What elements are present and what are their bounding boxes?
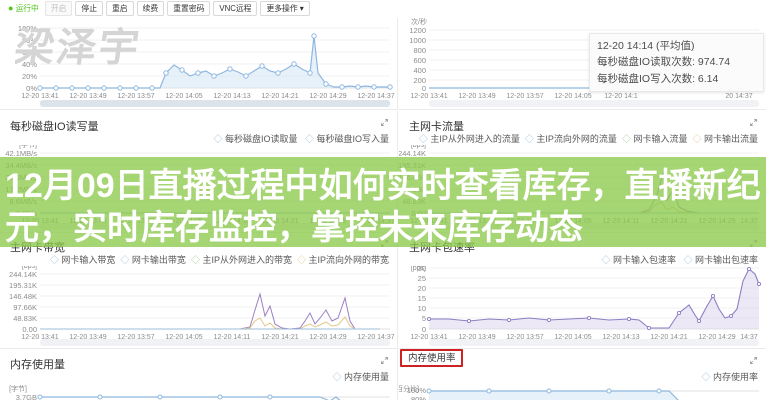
svg-text:12-20 14:21: 12-20 14:21 (261, 93, 298, 100)
svg-text:195.31K: 195.31K (9, 281, 37, 290)
svg-text:次/秒: 次/秒 (411, 18, 427, 26)
svg-text:1200: 1200 (409, 26, 426, 35)
svg-text:0%: 0% (26, 84, 37, 93)
svg-text:12-20 14:1: 12-20 14:1 (604, 93, 638, 100)
svg-text:1000: 1000 (409, 36, 426, 45)
svg-text:25: 25 (418, 274, 426, 283)
svg-text:3.7GB: 3.7GB (16, 393, 37, 400)
svg-text:12-20 14:05: 12-20 14:05 (554, 93, 591, 100)
svg-text:10: 10 (418, 304, 426, 313)
svg-text:80%: 80% (411, 395, 426, 400)
svg-text:15: 15 (418, 294, 426, 303)
svg-text:800: 800 (413, 46, 426, 55)
svg-text:12-20 13:41: 12-20 13:41 (410, 93, 447, 100)
svg-text:48.83K: 48.83K (13, 314, 37, 323)
svg-text:30: 30 (418, 266, 426, 273)
svg-text:600: 600 (413, 56, 426, 65)
svg-text:12-20 14:13: 12-20 14:13 (213, 93, 250, 100)
svg-text:12-20 13:57: 12-20 13:57 (506, 93, 543, 100)
svg-text:0.00: 0.00 (22, 325, 37, 334)
svg-text:12-20 14:37: 12-20 14:37 (357, 93, 394, 100)
svg-text:20 14:37: 20 14:37 (725, 93, 752, 100)
svg-text:0: 0 (422, 84, 426, 93)
svg-text:12-20 13:57: 12-20 13:57 (117, 93, 154, 100)
svg-text:97.66K: 97.66K (13, 303, 37, 312)
svg-text:100%: 100% (407, 386, 427, 395)
svg-text:244.14K: 244.14K (9, 270, 37, 279)
svg-text:12-20 13:49: 12-20 13:49 (458, 93, 495, 100)
svg-text:146.48K: 146.48K (9, 292, 37, 301)
svg-text:12-20 14:29: 12-20 14:29 (309, 93, 346, 100)
svg-text:12-20 13:49: 12-20 13:49 (69, 93, 106, 100)
svg-text:20: 20 (418, 284, 426, 293)
svg-text:400: 400 (413, 66, 426, 75)
svg-text:5: 5 (422, 314, 426, 323)
svg-text:[字节]: [字节] (9, 384, 27, 393)
svg-text:12-20 13:41: 12-20 13:41 (21, 93, 58, 100)
svg-text:0: 0 (422, 325, 426, 334)
svg-text:12-20 14:05: 12-20 14:05 (165, 93, 202, 100)
